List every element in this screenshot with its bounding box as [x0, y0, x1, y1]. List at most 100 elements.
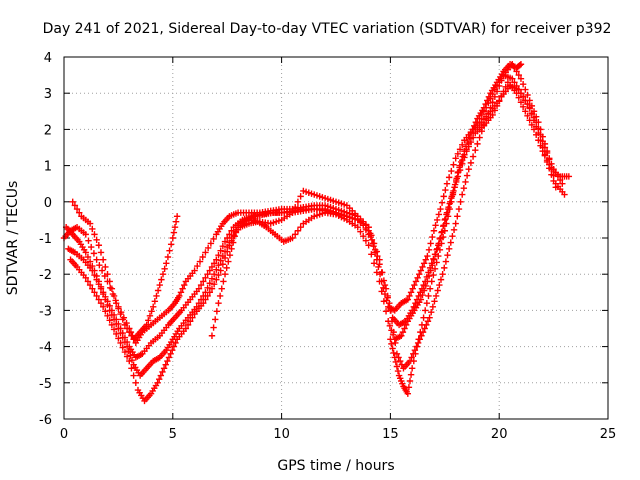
data-point: [202, 249, 209, 256]
data-point: [123, 343, 131, 350]
data-point-interp: [121, 348, 129, 356]
data-point: [452, 220, 459, 227]
data-point-interp: [215, 251, 222, 259]
data-point: [97, 285, 105, 292]
data-point-interp: [431, 265, 439, 272]
data-point-interp: [472, 147, 479, 154]
y-tick-label: 2: [44, 123, 52, 138]
data-point-interp: [496, 98, 503, 105]
data-point-interp: [169, 347, 176, 354]
data-point-interp: [121, 338, 129, 346]
data-point-interp: [294, 198, 302, 205]
data-point-interp: [402, 321, 410, 329]
data-point-interp: [524, 91, 531, 99]
data-point: [437, 205, 444, 213]
data-point-interp: [91, 231, 98, 238]
data-point: [89, 267, 96, 274]
data-point-interp: [199, 253, 206, 261]
data-point-interp: [519, 80, 527, 88]
data-point: [91, 289, 98, 296]
data-point-interp: [453, 176, 460, 184]
data-point-interp: [388, 340, 395, 348]
data-point-interp: [539, 144, 546, 151]
data-point: [204, 271, 211, 278]
data-point-interp: [373, 248, 380, 255]
data-point: [376, 278, 383, 285]
data-point-interp: [390, 349, 397, 357]
data-point-interp: [455, 205, 463, 213]
data-point-interp: [532, 113, 540, 120]
data-point-interp: [213, 308, 221, 315]
data-point-interp: [86, 258, 94, 265]
data-point: [559, 180, 566, 187]
data-point-interp: [208, 263, 216, 271]
data-point: [467, 129, 475, 137]
data-point-interp: [110, 316, 118, 323]
data-point-interp: [472, 118, 480, 126]
data-point-interp: [226, 251, 234, 259]
data-point-interp: [537, 137, 544, 144]
data-point-interp: [119, 316, 126, 323]
data-point: [411, 281, 418, 289]
y-tick-label: -5: [39, 377, 52, 392]
data-point-interp: [297, 193, 304, 200]
data-point-interp: [117, 310, 124, 318]
data-point-interp: [537, 126, 544, 133]
data-point: [443, 209, 451, 216]
data-point-interp: [204, 244, 212, 252]
data-point-interp: [123, 325, 131, 332]
data-point-interp: [445, 174, 453, 181]
data-point-interp: [172, 339, 179, 347]
data-point-interp: [225, 258, 232, 265]
series-track-5: [69, 198, 181, 343]
data-point-interp: [115, 305, 122, 312]
data-point-interp: [360, 232, 367, 240]
data-point: [459, 191, 466, 198]
data-point-interp: [517, 99, 525, 106]
data-point: [404, 390, 412, 397]
data-point-interp: [88, 243, 95, 251]
data-point-interp: [210, 235, 217, 243]
data-point-interp: [215, 271, 222, 279]
data-point-interp: [360, 222, 367, 229]
data-point-interp: [428, 309, 435, 316]
data-point: [535, 129, 542, 137]
data-point-interp: [89, 285, 96, 292]
x-tick-label: 25: [600, 427, 617, 442]
data-point-interp: [216, 292, 224, 300]
data-point: [208, 332, 216, 339]
data-point-interp: [96, 261, 103, 269]
data-point-interp: [463, 172, 471, 179]
data-point-interp: [446, 205, 453, 213]
data-point-interp: [444, 251, 451, 259]
x-axis-label: GPS time / hours: [277, 458, 394, 474]
data-point-interp: [294, 227, 302, 234]
data-point: [461, 147, 468, 155]
data-point: [376, 256, 383, 263]
data-point-interp: [417, 328, 424, 336]
data-point-interp: [485, 109, 492, 117]
data-point-interp: [162, 361, 169, 368]
data-point-interp: [380, 298, 388, 305]
data-point-interp: [456, 146, 464, 153]
data-point-interp: [207, 240, 215, 247]
data-point-interp: [90, 250, 98, 257]
data-point-interp: [206, 289, 213, 296]
data-point: [143, 321, 150, 329]
data-point: [126, 357, 133, 365]
data-point-interp: [110, 292, 118, 300]
data-point-interp: [418, 332, 425, 339]
data-point-interp: [457, 198, 464, 205]
data-point-interp: [210, 324, 217, 331]
data-point-interp: [159, 368, 166, 376]
data-point-interp: [406, 292, 413, 300]
data-point-interp: [530, 108, 538, 115]
data-point-interp: [389, 345, 396, 352]
data-point: [115, 325, 122, 332]
data-point-interp: [197, 281, 205, 289]
data-point-interp: [378, 288, 385, 295]
data-point-interp: [524, 112, 531, 120]
data-point: [117, 339, 124, 347]
data-point-interp: [493, 102, 501, 110]
data-point-interp: [202, 296, 209, 303]
